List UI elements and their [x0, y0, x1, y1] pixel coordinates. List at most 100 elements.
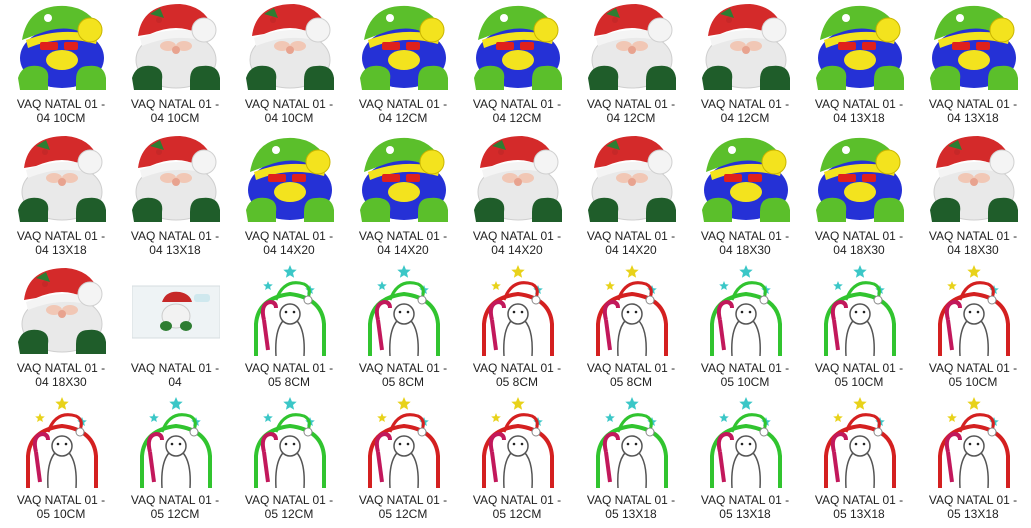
- file-name: VAQ NATAL 01 -04 13X18: [118, 229, 232, 257]
- applique-red-icon: [474, 396, 562, 490]
- file-name: VAQ NATAL 01 -05 8CM: [574, 361, 688, 389]
- file-name-line2: 05 8CM: [268, 375, 310, 389]
- file-name-line1: VAQ NATAL 01 -: [473, 97, 561, 111]
- file-name-line1: VAQ NATAL 01 -: [17, 361, 105, 375]
- file-item[interactable]: VAQ NATAL 01 -05 10CM: [688, 264, 802, 392]
- file-name-line1: VAQ NATAL 01 -: [17, 493, 105, 507]
- file-name-line1: VAQ NATAL 01 -: [17, 229, 105, 243]
- file-item[interactable]: VAQ NATAL 01 -05 13X18: [574, 396, 688, 524]
- file-item[interactable]: VAQ NATAL 01 -04 14X20: [574, 132, 688, 260]
- file-name-line2: 05 12CM: [265, 507, 314, 521]
- file-item[interactable]: VAQ NATAL 01 -04 12CM: [574, 0, 688, 128]
- file-name-line2: 05 10CM: [835, 375, 884, 389]
- file-item[interactable]: VAQ NATAL 01 -05 12CM: [232, 396, 346, 524]
- file-name: VAQ NATAL 01 -05 12CM: [232, 493, 346, 521]
- file-name: VAQ NATAL 01 -05 10CM: [4, 493, 118, 521]
- file-item[interactable]: VAQ NATAL 01 -05 12CM: [460, 396, 574, 524]
- photo-preview-icon: [132, 264, 220, 358]
- file-name-line2: 04 13X18: [35, 243, 86, 257]
- file-name-line1: VAQ NATAL 01 -: [473, 229, 561, 243]
- file-item[interactable]: VAQ NATAL 01 -04 10CM: [118, 0, 232, 128]
- applique-green-icon: [816, 264, 904, 358]
- file-name-line1: VAQ NATAL 01 -: [131, 493, 219, 507]
- file-name-line1: VAQ NATAL 01 -: [701, 493, 789, 507]
- file-name: VAQ NATAL 01 -04 18X30: [688, 229, 802, 257]
- file-item[interactable]: VAQ NATAL 01 -04 18X30: [802, 132, 916, 260]
- file-name-line2: 04 14X20: [377, 243, 428, 257]
- applique-red-icon: [360, 396, 448, 490]
- file-name-line1: VAQ NATAL 01 -: [815, 97, 903, 111]
- applique-red-icon: [816, 396, 904, 490]
- santa-face-icon: [474, 132, 562, 226]
- file-item[interactable]: VAQ NATAL 01 -05 10CM: [802, 264, 916, 392]
- file-name-line1: VAQ NATAL 01 -: [131, 97, 219, 111]
- applique-red-icon: [18, 396, 106, 490]
- file-name-line2: 04 10CM: [151, 111, 200, 125]
- file-name-line1: VAQ NATAL 01 -: [929, 97, 1017, 111]
- file-name-line1: VAQ NATAL 01 -: [359, 97, 447, 111]
- file-item[interactable]: VAQ NATAL 01 -04 10CM: [4, 0, 118, 128]
- elf-santa-icon: [474, 0, 562, 94]
- file-name-line2: 05 8CM: [610, 375, 652, 389]
- elf-santa-icon: [360, 0, 448, 94]
- file-item[interactable]: VAQ NATAL 01 -04 12CM: [346, 0, 460, 128]
- file-item[interactable]: VAQ NATAL 01 -04 18X30: [916, 132, 1030, 260]
- file-item[interactable]: VAQ NATAL 01 -04 18X30: [688, 132, 802, 260]
- file-name: VAQ NATAL 01 -05 8CM: [346, 361, 460, 389]
- file-name: VAQ NATAL 01 -04 14X20: [346, 229, 460, 257]
- file-name-line2: 05 13X18: [833, 507, 884, 521]
- file-name: VAQ NATAL 01 -05 8CM: [460, 361, 574, 389]
- file-name: VAQ NATAL 01 -05 13X18: [916, 493, 1030, 521]
- file-item[interactable]: VAQ NATAL 01 -05 12CM: [118, 396, 232, 524]
- file-item[interactable]: VAQ NATAL 01 -04 13X18: [916, 0, 1030, 128]
- file-name: VAQ NATAL 01 -05 12CM: [460, 493, 574, 521]
- file-item[interactable]: VAQ NATAL 01 -05 10CM: [4, 396, 118, 524]
- santa-face-icon: [246, 0, 334, 94]
- file-item[interactable]: VAQ NATAL 01 -05 10CM: [916, 264, 1030, 392]
- file-item[interactable]: VAQ NATAL 01 -05 8CM: [346, 264, 460, 392]
- file-name-line1: VAQ NATAL 01 -: [245, 361, 333, 375]
- file-name: VAQ NATAL 01 -04 18X30: [802, 229, 916, 257]
- file-item[interactable]: VAQ NATAL 01 -05 13X18: [916, 396, 1030, 524]
- file-name-line2: 04 18X30: [35, 375, 86, 389]
- file-item[interactable]: VAQ NATAL 01 -04 12CM: [688, 0, 802, 128]
- file-name-line2: 05 12CM: [493, 507, 542, 521]
- file-item[interactable]: VAQ NATAL 01 -04 10CM: [232, 0, 346, 128]
- santa-face-icon: [132, 132, 220, 226]
- file-item[interactable]: VAQ NATAL 01 -04 14X20: [346, 132, 460, 260]
- elf-santa-icon: [360, 132, 448, 226]
- file-name-line1: VAQ NATAL 01 -: [929, 229, 1017, 243]
- file-name: VAQ NATAL 01 -04 10CM: [232, 97, 346, 125]
- file-item[interactable]: VAQ NATAL 01 -04: [118, 264, 232, 392]
- file-name-line1: VAQ NATAL 01 -: [131, 361, 219, 375]
- file-name-line1: VAQ NATAL 01 -: [929, 493, 1017, 507]
- applique-green-icon: [588, 396, 676, 490]
- file-item[interactable]: VAQ NATAL 01 -04 13X18: [802, 0, 916, 128]
- file-item[interactable]: VAQ NATAL 01 -04 13X18: [118, 132, 232, 260]
- file-item[interactable]: VAQ NATAL 01 -04 12CM: [460, 0, 574, 128]
- file-name-line1: VAQ NATAL 01 -: [131, 229, 219, 243]
- elf-santa-icon: [930, 0, 1018, 94]
- file-name-line2: 05 12CM: [379, 507, 428, 521]
- file-item[interactable]: VAQ NATAL 01 -05 8CM: [232, 264, 346, 392]
- applique-green-icon: [702, 396, 790, 490]
- file-name-line2: 04 18X30: [947, 243, 998, 257]
- file-name: VAQ NATAL 01 -04 12CM: [574, 97, 688, 125]
- file-name-line2: 04 12CM: [493, 111, 542, 125]
- file-item[interactable]: VAQ NATAL 01 -04 14X20: [232, 132, 346, 260]
- file-name-line1: VAQ NATAL 01 -: [587, 493, 675, 507]
- file-item[interactable]: VAQ NATAL 01 -04 13X18: [4, 132, 118, 260]
- file-item[interactable]: VAQ NATAL 01 -05 8CM: [574, 264, 688, 392]
- applique-green-icon: [360, 264, 448, 358]
- file-item[interactable]: VAQ NATAL 01 -05 12CM: [346, 396, 460, 524]
- file-item[interactable]: VAQ NATAL 01 -05 8CM: [460, 264, 574, 392]
- applique-red-icon: [588, 264, 676, 358]
- file-name: VAQ NATAL 01 -04 10CM: [118, 97, 232, 125]
- file-item[interactable]: VAQ NATAL 01 -05 13X18: [802, 396, 916, 524]
- file-item[interactable]: VAQ NATAL 01 -04 14X20: [460, 132, 574, 260]
- file-item[interactable]: VAQ NATAL 01 -05 13X18: [688, 396, 802, 524]
- file-item[interactable]: VAQ NATAL 01 -04 18X30: [4, 264, 118, 392]
- file-name-line1: VAQ NATAL 01 -: [701, 229, 789, 243]
- applique-red-icon: [930, 264, 1018, 358]
- file-name-line1: VAQ NATAL 01 -: [701, 97, 789, 111]
